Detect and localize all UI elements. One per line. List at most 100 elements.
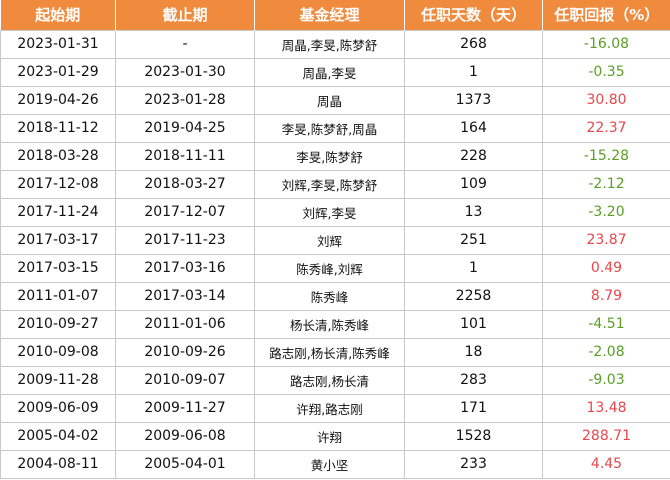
tenure-days-cell: 1 <box>404 253 543 283</box>
table-row: 2011-01-07 2017-03-14 陈秀峰 2258 8.79 <box>0 281 670 311</box>
table-row: 2023-01-31- 周晶,李旻,陈梦舒 268 -16.08 <box>0 29 670 59</box>
table-row: 2017-11-24 2017-12-07 刘辉,李旻 13 -3.20 <box>0 197 670 227</box>
manager-cell: 周晶,李旻,陈梦舒 <box>254 29 405 59</box>
table-row: 2018-11-12 2019-04-25 李旻,陈梦舒,周晶 164 22.37 <box>0 113 670 143</box>
tenure-return-cell: 288.71 <box>542 421 670 451</box>
tenure-return-cell: -0.35 <box>542 57 670 87</box>
tenure-days-cell: 233 <box>404 449 543 479</box>
end-date-cell: 2005-04-01 <box>115 449 255 479</box>
tenure-return-cell: 30.80 <box>542 85 670 115</box>
table-row: 2004-08-11 2005-04-01 黄小坚 233 4.45 <box>0 449 670 479</box>
end-date-cell: 2023-01-30 <box>115 57 255 87</box>
end-date-cell: 2010-09-26 <box>115 337 255 367</box>
end-date-cell: 2023-01-28 <box>115 85 255 115</box>
table-body: 2023-01-31- 周晶,李旻,陈梦舒 268 -16.08 2023-01-29 2… <box>0 29 670 479</box>
manager-cell: 刘辉,李旻,陈梦舒 <box>254 169 405 199</box>
tenure-days-cell: 1 <box>404 57 543 87</box>
tenure-days-cell: 171 <box>404 393 543 423</box>
tenure-return-cell: -2.08 <box>542 337 670 367</box>
start-date-cell: 2005-04-02 <box>0 421 116 451</box>
table-row: 2009-11-28 2010-09-07 路志刚,杨长清 283 -9.03 <box>0 365 670 395</box>
start-date-cell: 2023-01-31 <box>0 29 116 59</box>
tenure-days-cell: 251 <box>404 225 543 255</box>
tenure-days-cell: 1528 <box>404 421 543 451</box>
end-date-cell: - <box>115 29 255 59</box>
start-date-cell: 2023-01-29 <box>0 57 116 87</box>
manager-cell: 许翔 <box>254 421 405 451</box>
table-row: 2005-04-02 2009-06-08 许翔 1528 288.71 <box>0 421 670 451</box>
header-manager: 基金经理 <box>254 0 405 30</box>
manager-cell: 刘辉 <box>254 225 405 255</box>
table-row: 2017-03-15 2017-03-16 陈秀峰,刘辉 1 0.49 <box>0 253 670 283</box>
end-date-cell: 2009-06-08 <box>115 421 255 451</box>
start-date-cell: 2010-09-27 <box>0 309 116 339</box>
end-date-cell: 2017-03-14 <box>115 281 255 311</box>
manager-cell: 路志刚,杨长清 <box>254 365 405 395</box>
tenure-days-cell: 18 <box>404 337 543 367</box>
table-row: 2017-12-08 2018-03-27 刘辉,李旻,陈梦舒 109 -2.12 <box>0 169 670 199</box>
tenure-return-cell: 8.79 <box>542 281 670 311</box>
start-date-cell: 2009-11-28 <box>0 365 116 395</box>
end-date-cell: 2010-09-07 <box>115 365 255 395</box>
start-date-cell: 2004-08-11 <box>0 449 116 479</box>
header-tenure-return: 任职回报（%） <box>542 0 670 30</box>
tenure-return-cell: -2.12 <box>542 169 670 199</box>
manager-cell: 周晶 <box>254 85 405 115</box>
tenure-return-cell: -4.51 <box>542 309 670 339</box>
start-date-cell: 2018-03-28 <box>0 141 116 171</box>
table-row: 2023-01-29 2023-01-30 周晶,李旻 1 -0.35 <box>0 57 670 87</box>
tenure-days-cell: 109 <box>404 169 543 199</box>
tenure-return-cell: 0.49 <box>542 253 670 283</box>
tenure-days-cell: 164 <box>404 113 543 143</box>
header-tenure-days: 任职天数（天） <box>404 0 543 30</box>
start-date-cell: 2017-03-17 <box>0 225 116 255</box>
tenure-return-cell: -9.03 <box>542 365 670 395</box>
start-date-cell: 2019-04-26 <box>0 85 116 115</box>
manager-cell: 周晶,李旻 <box>254 57 405 87</box>
end-date-cell: 2017-12-07 <box>115 197 255 227</box>
manager-cell: 李旻,陈梦舒 <box>254 141 405 171</box>
manager-cell: 陈秀峰,刘辉 <box>254 253 405 283</box>
table-row: 2009-06-09 2009-11-27 许翔,路志刚 171 13.48 <box>0 393 670 423</box>
tenure-return-cell: 23.87 <box>542 225 670 255</box>
tenure-return-cell: -16.08 <box>542 29 670 59</box>
start-date-cell: 2018-11-12 <box>0 113 116 143</box>
manager-cell: 黄小坚 <box>254 449 405 479</box>
table-row: 2010-09-27 2011-01-06 杨长清,陈秀峰 101 -4.51 <box>0 309 670 339</box>
end-date-cell: 2018-03-27 <box>115 169 255 199</box>
header-end-date: 截止期 <box>115 0 255 30</box>
tenure-return-cell: -15.28 <box>542 141 670 171</box>
table-row: 2010-09-08 2010-09-26 路志刚,杨长清,陈秀峰 18 -2.08 <box>0 337 670 367</box>
manager-cell: 陈秀峰 <box>254 281 405 311</box>
end-date-cell: 2017-11-23 <box>115 225 255 255</box>
manager-cell: 杨长清,陈秀峰 <box>254 309 405 339</box>
start-date-cell: 2017-12-08 <box>0 169 116 199</box>
tenure-return-cell: 4.45 <box>542 449 670 479</box>
manager-cell: 李旻,陈梦舒,周晶 <box>254 113 405 143</box>
manager-cell: 许翔,路志刚 <box>254 393 405 423</box>
tenure-return-cell: 13.48 <box>542 393 670 423</box>
tenure-return-cell: -3.20 <box>542 197 670 227</box>
start-date-cell: 2017-11-24 <box>0 197 116 227</box>
tenure-return-cell: 22.37 <box>542 113 670 143</box>
table-row: 2018-03-28 2018-11-11 李旻,陈梦舒 228 -15.28 <box>0 141 670 171</box>
table-row: 2017-03-17 2017-11-23 刘辉 251 23.87 <box>0 225 670 255</box>
tenure-days-cell: 1373 <box>404 85 543 115</box>
tenure-days-cell: 228 <box>404 141 543 171</box>
header-start-date: 起始期 <box>0 0 116 30</box>
end-date-cell: 2019-04-25 <box>115 113 255 143</box>
start-date-cell: 2017-03-15 <box>0 253 116 283</box>
tenure-days-cell: 101 <box>404 309 543 339</box>
end-date-cell: 2011-01-06 <box>115 309 255 339</box>
manager-cell: 刘辉,李旻 <box>254 197 405 227</box>
tenure-days-cell: 2258 <box>404 281 543 311</box>
start-date-cell: 2010-09-08 <box>0 337 116 367</box>
end-date-cell: 2018-11-11 <box>115 141 255 171</box>
start-date-cell: 2011-01-07 <box>0 281 116 311</box>
table-header-row: 起始期 截止期 基金经理 任职天数（天） 任职回报（%） <box>0 0 670 30</box>
tenure-days-cell: 283 <box>404 365 543 395</box>
tenure-days-cell: 268 <box>404 29 543 59</box>
end-date-cell: 2009-11-27 <box>115 393 255 423</box>
start-date-cell: 2009-06-09 <box>0 393 116 423</box>
